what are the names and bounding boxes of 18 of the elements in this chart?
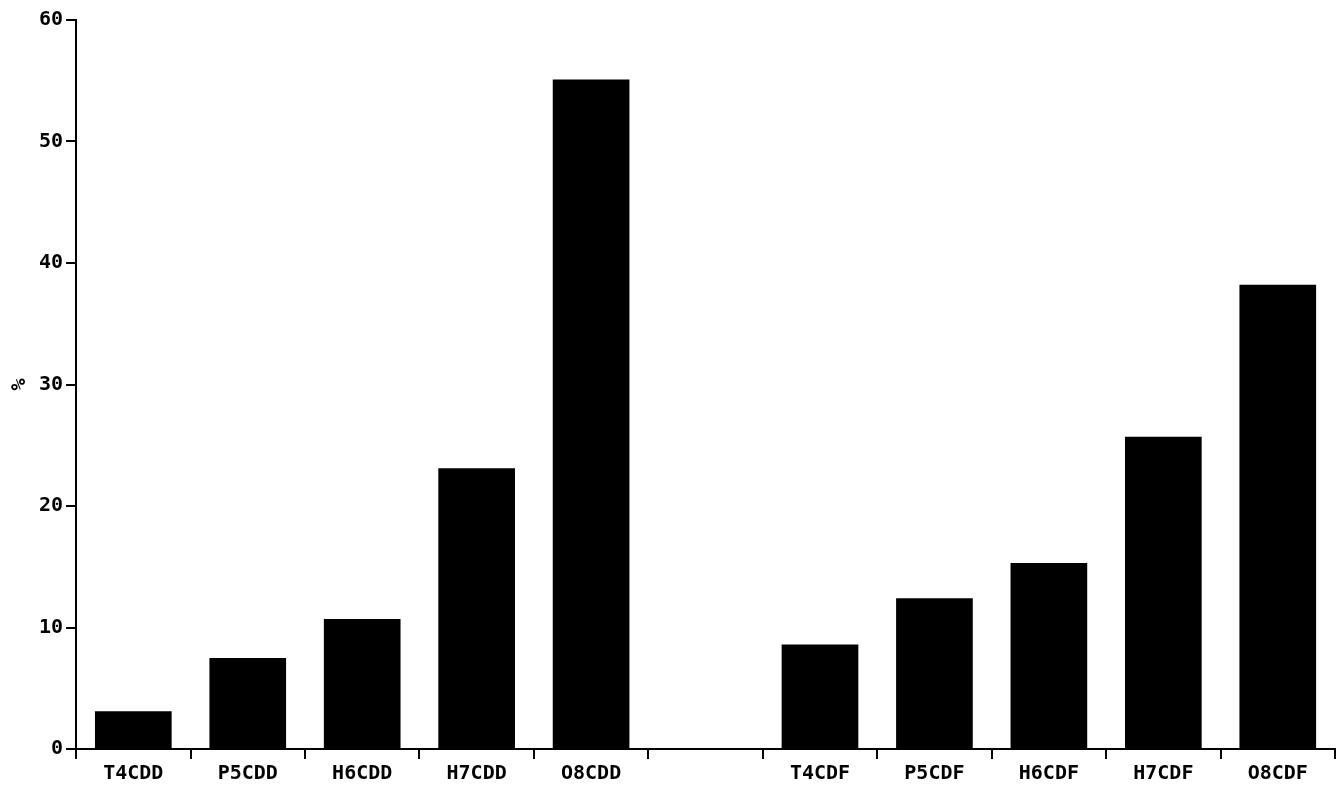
y-tick-label: 20 bbox=[38, 492, 64, 517]
x-tick-label: O8CDD bbox=[560, 760, 622, 785]
y-tick-label: 50 bbox=[38, 127, 64, 152]
y-tick-label: 60 bbox=[38, 6, 64, 31]
x-tick-label: O8CDF bbox=[1247, 760, 1308, 785]
y-tick-label: 10 bbox=[38, 613, 64, 638]
y-tick-label: 40 bbox=[38, 249, 64, 274]
x-tick-label: P5CDF bbox=[904, 760, 965, 785]
x-tick-label: T4CDF bbox=[789, 760, 851, 785]
y-tick-label: 30 bbox=[38, 370, 64, 395]
x-tick-label: P5CDD bbox=[217, 760, 278, 785]
y-tick-label: 0 bbox=[51, 735, 64, 760]
x-tick-label: H7CDD bbox=[446, 760, 507, 785]
x-tick-label: H6CDD bbox=[332, 760, 393, 785]
x-tick-label: H7CDF bbox=[1133, 760, 1194, 785]
x-tick-label: T4CDD bbox=[103, 760, 164, 785]
y-axis-title: % bbox=[6, 378, 31, 391]
x-tick-label: H6CDF bbox=[1018, 760, 1079, 785]
